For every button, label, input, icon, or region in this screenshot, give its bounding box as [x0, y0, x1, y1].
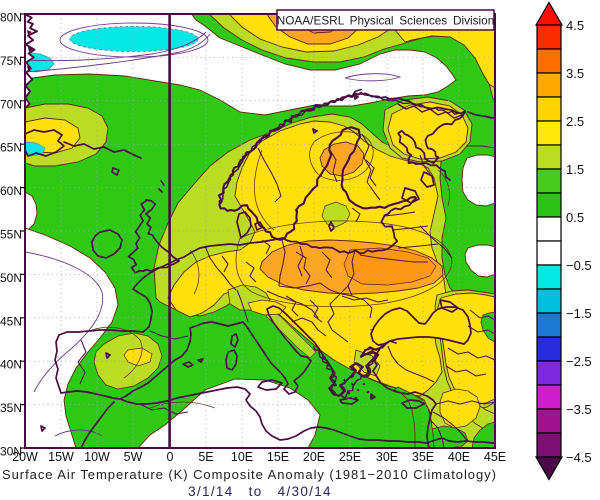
svg-text:NOAA/ESRL Physical Sciences Di: NOAA/ESRL Physical Sciences Division: [277, 14, 495, 28]
svg-text:40N: 40N: [0, 358, 22, 372]
svg-text:5E: 5E: [198, 450, 213, 464]
svg-text:−3.5: −3.5: [566, 402, 592, 417]
svg-text:Surface Air Temperature (K) Co: Surface Air Temperature (K) Composite An…: [2, 467, 497, 482]
svg-text:25E: 25E: [339, 450, 361, 464]
svg-text:35E: 35E: [412, 450, 434, 464]
svg-text:−2.5: −2.5: [566, 354, 592, 369]
svg-text:45N: 45N: [0, 314, 22, 328]
svg-text:45E: 45E: [484, 450, 506, 464]
svg-text:5W: 5W: [124, 450, 143, 464]
svg-text:55N: 55N: [0, 228, 22, 242]
svg-text:15E: 15E: [267, 450, 289, 464]
svg-text:20E: 20E: [303, 450, 325, 464]
svg-text:1.5: 1.5: [566, 162, 584, 177]
svg-text:70N: 70N: [0, 97, 22, 111]
svg-text:50N: 50N: [0, 271, 22, 285]
svg-text:10W: 10W: [84, 450, 110, 464]
svg-text:4.5: 4.5: [566, 18, 584, 33]
svg-text:−1.5: −1.5: [566, 306, 592, 321]
svg-text:20W: 20W: [12, 450, 38, 464]
svg-text:40E: 40E: [448, 450, 470, 464]
svg-text:0.5: 0.5: [566, 210, 584, 225]
svg-text:2.5: 2.5: [566, 114, 584, 129]
svg-text:10E: 10E: [231, 450, 253, 464]
svg-text:65N: 65N: [0, 141, 22, 155]
svg-text:3/1/14 to 4/30/14: 3/1/14 to 4/30/14: [188, 484, 332, 499]
svg-text:80N: 80N: [0, 11, 22, 25]
svg-text:15W: 15W: [48, 450, 74, 464]
svg-text:35N: 35N: [0, 401, 22, 415]
svg-text:60N: 60N: [0, 184, 22, 198]
svg-text:30E: 30E: [376, 450, 398, 464]
svg-text:0: 0: [167, 450, 174, 464]
svg-text:3.5: 3.5: [566, 66, 584, 81]
svg-text:75N: 75N: [0, 54, 22, 68]
svg-text:−4.5: −4.5: [566, 450, 592, 465]
svg-text:−0.5: −0.5: [566, 258, 592, 273]
svg-text:30N: 30N: [0, 445, 22, 459]
